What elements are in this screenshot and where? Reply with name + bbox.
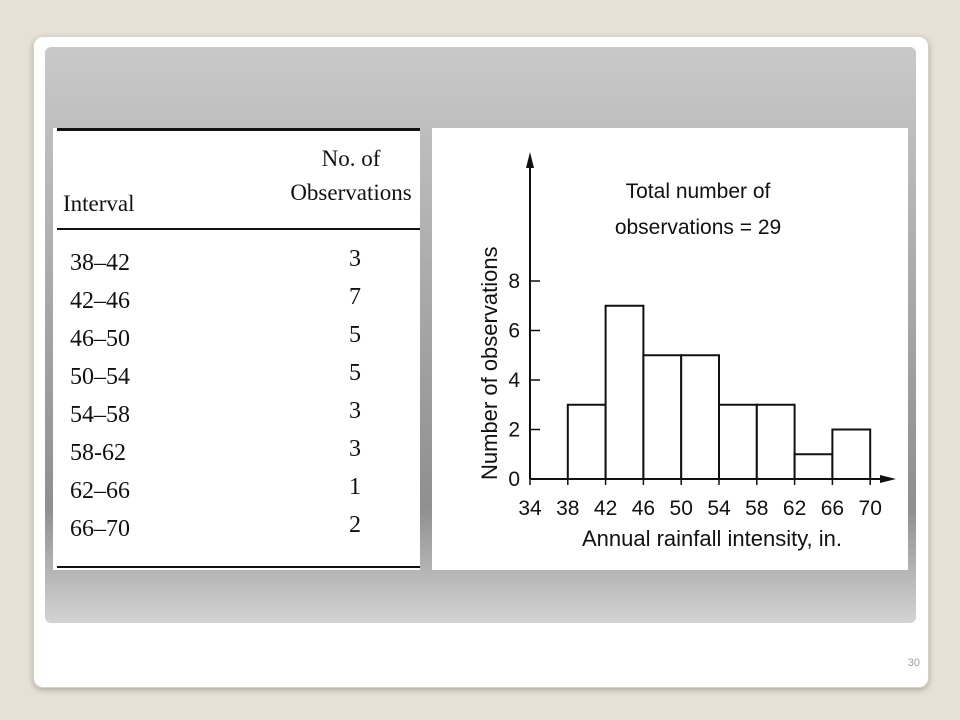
- y-tick-label: 2: [508, 419, 520, 442]
- count-cell: 7: [349, 284, 361, 310]
- interval-cell: 62–66: [70, 478, 130, 504]
- table-row: 38–42 3: [53, 246, 420, 284]
- header-observations-line1: No. of: [321, 146, 381, 171]
- histogram-image: Number of observations Total number of o…: [432, 128, 908, 570]
- histogram-bar: [604, 304, 645, 480]
- interval-cell: 38–42: [70, 250, 130, 276]
- x-tick-label: 70: [859, 497, 882, 520]
- histogram-bar: [680, 354, 720, 480]
- histogram-bar: [642, 354, 683, 480]
- table-row: 58-62 3: [53, 436, 420, 474]
- count-cell: 3: [349, 398, 361, 424]
- histogram-bar: [831, 428, 872, 480]
- x-tick-label: 62: [783, 497, 806, 520]
- table-row: 54–58 3: [53, 398, 420, 436]
- annotation-line2: observations = 29: [615, 216, 781, 239]
- header-interval: Interval: [63, 191, 135, 216]
- count-cell: 5: [349, 322, 361, 348]
- table-top-rule: [57, 128, 420, 131]
- axes-layer: [526, 152, 896, 483]
- y-tick-label: 4: [508, 369, 520, 392]
- x-tick-label: 54: [707, 497, 731, 520]
- table-header-rule: [57, 228, 420, 230]
- slide-number: 30: [907, 657, 920, 669]
- interval-cell: 50–54: [70, 364, 130, 390]
- annotation-line1: Total number of: [626, 180, 771, 203]
- interval-cell: 46–50: [70, 326, 130, 352]
- table-row: 66–70 2: [53, 512, 420, 550]
- count-cell: 3: [349, 246, 361, 272]
- y-tick-label: 0: [508, 468, 520, 491]
- interval-cell: 58-62: [70, 440, 126, 466]
- count-cell: 1: [349, 474, 361, 500]
- histogram-bar: [755, 403, 796, 480]
- histogram-bar: [718, 403, 758, 480]
- count-cell: 2: [349, 512, 361, 538]
- table-bottom-rule: [57, 566, 420, 568]
- table-row: 50–54 5: [53, 360, 420, 398]
- count-cell: 5: [349, 360, 361, 386]
- x-tick-label: 50: [670, 497, 693, 520]
- table-row: 62–66 1: [53, 474, 420, 512]
- histogram-bar: [566, 403, 607, 480]
- interval-cell: 54–58: [70, 402, 130, 428]
- frequency-table: Interval No. of Observations 38–42 3 42–…: [53, 128, 420, 570]
- header-observations: No. of Observations: [287, 142, 415, 210]
- x-tick-label: 38: [556, 497, 579, 520]
- interval-cell: 42–46: [70, 288, 130, 314]
- y-tick-label: 8: [508, 270, 520, 293]
- y-axis-arrow: [526, 152, 534, 168]
- x-tick-label: 58: [745, 497, 768, 520]
- x-tick-label: 42: [594, 497, 617, 520]
- histogram-chart: Number of observations Total number of o…: [477, 152, 896, 551]
- x-tick-label: 34: [518, 497, 542, 520]
- x-tick-label: 66: [821, 497, 844, 520]
- y-axis-label: Number of observations: [477, 246, 502, 480]
- count-cell: 3: [349, 436, 361, 462]
- y-tick-label: 6: [508, 320, 520, 343]
- x-axis-arrow: [880, 475, 896, 483]
- interval-cell: 66–70: [70, 516, 130, 542]
- table-row: 42–46 7: [53, 284, 420, 322]
- x-tick-label: 46: [632, 497, 655, 520]
- x-axis-label: Annual rainfall intensity, in.: [582, 526, 842, 551]
- header-observations-line2: Observations: [290, 180, 412, 205]
- bars-layer: [566, 304, 872, 480]
- table-row: 46–50 5: [53, 322, 420, 360]
- histogram-bar: [793, 453, 834, 480]
